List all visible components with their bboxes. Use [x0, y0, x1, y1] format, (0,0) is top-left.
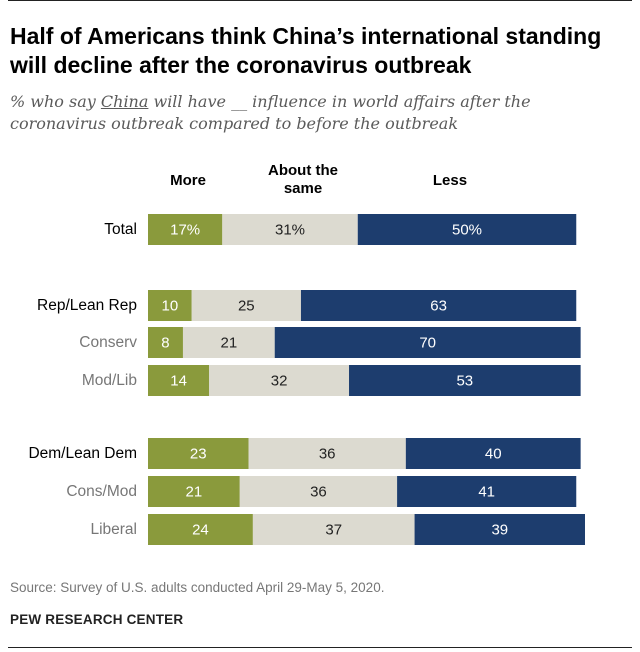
bar-segment-about-the-same: [239, 476, 398, 507]
data-label: 63: [430, 298, 447, 315]
data-label: 36: [310, 484, 327, 501]
bar-segment-more: [148, 438, 249, 469]
data-label: 23: [190, 446, 207, 463]
bar-segment-more: [148, 214, 223, 245]
data-label: 25: [238, 298, 255, 315]
bar-segment-less: [414, 514, 585, 545]
bar-segment-less: [349, 365, 581, 396]
bar-segment-about-the-same: [209, 365, 350, 396]
data-label: 70: [419, 335, 436, 352]
data-label: 21: [221, 335, 238, 352]
subtitle-underlined-word: China: [100, 92, 149, 111]
top-rule: [8, 0, 632, 1]
row-label: Cons/Mod: [66, 483, 137, 500]
data-label: 41: [478, 484, 495, 501]
bar-segment-more: [148, 365, 210, 396]
bottom-rule: [8, 647, 632, 648]
row-label: Total: [104, 221, 137, 238]
column-header-more: More: [170, 172, 206, 189]
row-label: Mod/Lib: [81, 372, 137, 389]
chart-title: Half of Americans think China’s internat…: [10, 23, 602, 78]
bar-segment-less: [300, 290, 577, 321]
organization-name: PEW RESEARCH CENTER: [10, 612, 184, 627]
bar-segment-about-the-same: [252, 514, 415, 545]
bar-segment-less: [397, 476, 577, 507]
data-label: 37: [325, 522, 342, 539]
data-label: 53: [456, 373, 473, 390]
data-label: 50%: [452, 222, 482, 239]
data-label: 24: [192, 522, 209, 539]
chart-subtitle: % who say China will have __ influence i…: [10, 91, 630, 135]
bar-segment-more: [148, 514, 253, 545]
bar-segment-less: [357, 214, 577, 245]
row-label: Liberal: [90, 521, 137, 538]
bar-segment-about-the-same: [191, 290, 301, 321]
stacked-bar-chart: 17% 31% 50% 10 25 63 8 21 70 14 32 53 23 36 40 21 36 41 24…: [148, 214, 585, 545]
data-label: 8: [161, 335, 169, 352]
data-label: 10: [162, 298, 179, 315]
column-header-same-line2: same: [283, 180, 323, 197]
data-label: 36: [319, 446, 336, 463]
column-header-less: Less: [432, 172, 468, 189]
data-label: 40: [485, 446, 502, 463]
row-label: Conserv: [79, 334, 137, 351]
data-label: 31%: [275, 222, 305, 239]
source-note: Source: Survey of U.S. adults conducted …: [10, 580, 385, 595]
bar-segment-less: [405, 438, 581, 469]
subtitle-prefix: % who say: [10, 92, 101, 111]
bar-segment-about-the-same: [248, 438, 406, 469]
column-header-same: About the same: [250, 162, 356, 198]
row-label: Dem/Lean Dem: [28, 445, 137, 462]
bar-segment-more: [148, 327, 183, 358]
data-label: 32: [271, 373, 288, 390]
bar-segment-more: [148, 476, 240, 507]
bar-segment-less: [274, 327, 581, 358]
bar-segment-about-the-same: [222, 214, 358, 245]
row-label: Rep/Lean Rep: [37, 297, 137, 314]
data-label: 17%: [170, 222, 200, 239]
data-label: 14: [170, 373, 187, 390]
data-label: 39: [491, 522, 508, 539]
bar-segment-about-the-same: [182, 327, 275, 358]
data-label: 21: [186, 484, 203, 501]
column-header-same-line1: About the: [268, 162, 338, 179]
subtitle-suffix: will have __ influence in world affairs …: [10, 92, 531, 133]
bar-segment-more: [148, 290, 192, 321]
